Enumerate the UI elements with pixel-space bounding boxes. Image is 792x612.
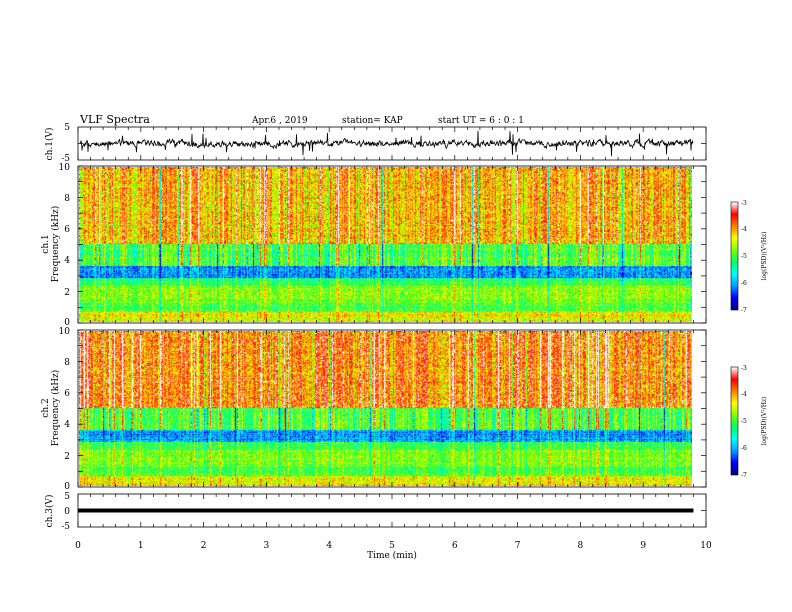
ch2-spectrogram-ylabel-freq: Frequency (kHz) — [50, 370, 61, 447]
ch2-cb-tick-m6: -6 — [741, 445, 747, 452]
time-tick-label: 0 — [75, 541, 81, 551]
ch2-freq-tick-2: 2 — [64, 452, 70, 462]
ch3-waveform-ticks — [77, 494, 707, 527]
ch1-freq-tick-10: 10 — [59, 163, 71, 173]
ch2-colorbar-frame — [730, 366, 739, 476]
ch2-colorbar-label: log(PSD)(V²/Hz) — [761, 397, 768, 446]
time-axis-tick-labels: 0 1 2 3 4 5 6 7 8 9 10 — [75, 541, 712, 551]
time-tick-label: 8 — [578, 541, 584, 551]
ch1-cb-tick-m3: -3 — [741, 200, 747, 207]
time-tick-label: 1 — [138, 541, 144, 551]
ch3-ytick-top: 5 — [64, 492, 70, 502]
ch1-colorbar-label: log(PSD)(V²/Hz) — [761, 232, 768, 281]
ch1-freq-tick-0: 0 — [64, 318, 70, 328]
ch2-cb-tick-m4: -4 — [741, 391, 747, 398]
ch2-freq-tick-8: 8 — [64, 358, 70, 368]
ch1-waveform-ylabel: ch.1(V) — [44, 128, 55, 161]
ch2-spectrogram-ylabel: ch.2 — [41, 398, 51, 417]
time-tick-label: 7 — [515, 541, 521, 551]
figure-title: VLF Spectra — [79, 113, 150, 126]
ch1-spectrogram-ylabel: ch.1 — [41, 234, 51, 253]
ch2-spectrogram-image — [79, 331, 692, 486]
ch1-spectrogram-image — [79, 167, 692, 322]
ch1-freq-tick-2: 2 — [64, 288, 70, 298]
ch2-spectrogram-ticks — [77, 329, 707, 488]
time-axis-label: Time (min) — [367, 550, 417, 561]
ch2-cb-tick-m5: -5 — [741, 418, 747, 425]
ch1-colorbar: -3 -4 -5 -6 -7 log(PSD)(V²/Hz) — [730, 200, 768, 314]
ch3-ytick-bottom: -5 — [61, 522, 70, 532]
ch1-colorbar-frame — [730, 201, 739, 311]
date-label: Apr.6 , 2019 — [251, 116, 308, 126]
ch2-freq-tick-0: 0 — [64, 482, 70, 492]
ch1-freq-tick-6: 6 — [64, 225, 70, 235]
ch1-cb-tick-m4: -4 — [741, 226, 747, 233]
ch2-colorbar-image — [731, 367, 738, 475]
ch1-cb-tick-m7: -7 — [741, 307, 747, 314]
ch1-cb-tick-m6: -6 — [741, 280, 747, 287]
ch3-waveform-ylabel: ch.3(V) — [44, 495, 55, 528]
ch2-cb-tick-m7: -7 — [741, 472, 747, 479]
time-tick-label: 4 — [326, 541, 332, 551]
time-tick-label: 9 — [640, 541, 646, 551]
station-label: station= KAP — [342, 116, 403, 126]
ch1-freq-tick-8: 8 — [64, 194, 70, 204]
ch2-colorbar: -3 -4 -5 -6 -7 log(PSD)(V²/Hz) — [730, 365, 768, 479]
ch1-ytick-top: 5 — [64, 123, 70, 133]
start-time-label: start UT = 6 : 0 : 1 — [438, 116, 524, 126]
time-tick-label: 2 — [201, 541, 207, 551]
ch1-spectrogram-image-wrap — [79, 167, 692, 322]
ch1-cb-tick-m5: -5 — [741, 253, 747, 260]
ch2-cb-tick-m3: -3 — [741, 365, 747, 372]
ch1-spectrogram-ticks — [77, 165, 707, 324]
ch2-freq-tick-6: 6 — [64, 389, 70, 399]
time-tick-label: 6 — [452, 541, 458, 551]
ch2-spectrogram-panel: 10 8 6 4 2 0 ch.2 Frequency (kHz) — [41, 327, 707, 492]
ch1-colorbar-image-wrap — [731, 202, 738, 310]
ch1-waveform-panel: 5 -5 ch.1(V) — [44, 123, 707, 164]
ch2-freq-tick-4: 4 — [64, 420, 70, 430]
ch2-spectrogram-image-wrap — [79, 331, 692, 486]
time-tick-label: 10 — [700, 541, 712, 551]
ch1-spectrogram-panel: 10 8 6 4 2 0 ch.1 Frequency (kHz) — [41, 163, 707, 328]
ch1-colorbar-image — [731, 202, 738, 310]
ch1-spectrogram-ylabel-freq: Frequency (kHz) — [50, 206, 61, 283]
ch1-waveform-ticks — [77, 127, 707, 160]
ch2-colorbar-image-wrap — [731, 367, 738, 475]
ch1-waveform-trace — [79, 130, 694, 157]
ch3-waveform-panel: 5 0 -5 ch.3(V) 0 1 2 3 4 5 6 7 8 9 10 Time (min) — [44, 492, 712, 561]
ch2-freq-tick-10: 10 — [59, 327, 71, 337]
ch1-freq-tick-4: 4 — [64, 256, 70, 266]
ch1-ytick-bottom: -5 — [61, 154, 70, 164]
ch3-ytick-mid: 0 — [64, 507, 70, 517]
time-tick-label: 3 — [264, 541, 270, 551]
time-tick-label: 5 — [389, 541, 395, 551]
